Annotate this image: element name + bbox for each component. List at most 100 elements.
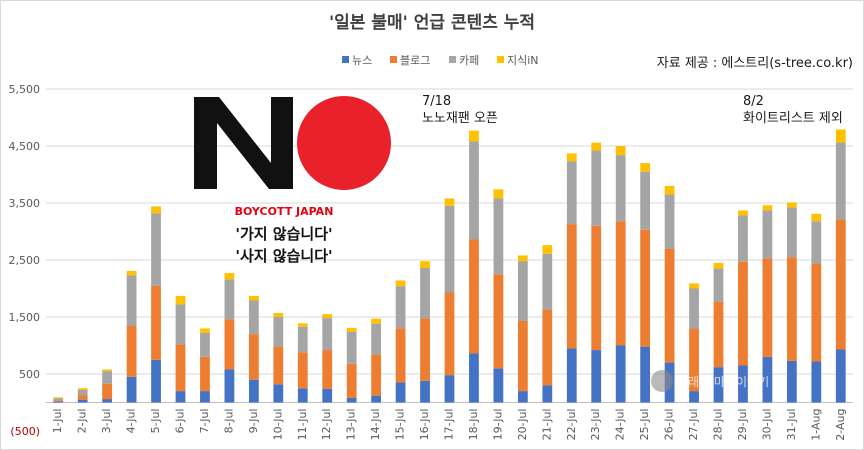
bar-segment: [493, 274, 504, 369]
bar-segment: [786, 257, 797, 361]
legend: 뉴스 블로그 카페 지식iN: [342, 54, 539, 67]
bar-segment: [469, 353, 479, 403]
y-tick-label: 500: [19, 368, 40, 381]
bar-segment: [689, 328, 699, 392]
x-axis: 1-Jul 2-Jul 3-Jul 4-Jul 5-Jul 6-Jul 7-Jul 8-Jul…: [51, 408, 847, 440]
bar-segment: [493, 189, 504, 199]
bar-segment: [469, 239, 479, 354]
bar-segment: [346, 331, 357, 364]
bar-segment: [175, 344, 186, 392]
bar-segment: [591, 225, 602, 351]
bar-segment: [762, 210, 773, 259]
bar-series: [53, 129, 846, 403]
bar-segment: [126, 325, 137, 377]
x-tick-label: 20-Jul: [516, 409, 529, 441]
bar-segment: [713, 262, 724, 269]
no-boycott-logo: [194, 96, 391, 190]
bar-segment: [151, 359, 161, 403]
bar-segment: [297, 388, 308, 403]
bar-segment: [615, 146, 626, 156]
x-tick-label: 8-Jul: [222, 409, 235, 434]
bar-segment: [126, 275, 137, 326]
bar-segment: [200, 328, 210, 333]
bar-segment: [566, 161, 577, 225]
x-tick-label: 2-Jul: [76, 409, 89, 434]
bar-segment: [835, 142, 846, 220]
bar-segment: [224, 319, 235, 370]
bar-segment: [420, 380, 430, 403]
bar-segment: [640, 171, 651, 230]
bar-segment: [591, 150, 602, 226]
bar-segment: [762, 356, 773, 403]
x-tick-label: 4-Jul: [125, 409, 138, 434]
bar-segment: [640, 229, 651, 347]
bar-segment: [395, 286, 406, 329]
bar-segment: [420, 261, 430, 268]
bar-segment: [664, 194, 675, 249]
legend-swatch: [449, 56, 456, 63]
y-axis: (500) 500 1,500 2,500 3,500 4,500 5,500: [9, 83, 41, 438]
bar-segment: [200, 332, 210, 357]
y-tick-label: 2,500: [9, 254, 41, 267]
bar-segment: [102, 383, 113, 400]
x-tick-label: 28-Jul: [712, 409, 725, 441]
bar-segment: [444, 375, 455, 403]
bar-segment: [371, 323, 382, 355]
bar-segment: [835, 349, 846, 403]
x-tick-label: 15-Jul: [394, 409, 407, 441]
legend-label: 지식iN: [507, 54, 539, 67]
bar-segment: [615, 345, 626, 403]
bar-segment: [248, 295, 259, 301]
bar-segment: [738, 210, 748, 216]
slogan-line-2: '사지 않습니다': [235, 247, 332, 265]
bar-segment: [297, 326, 308, 353]
bar-segment: [762, 258, 773, 357]
x-tick-label: 6-Jul: [174, 409, 187, 434]
bar-segment: [102, 399, 113, 403]
x-tick-label: 9-Jul: [247, 409, 260, 434]
bar-segment: [371, 395, 382, 403]
bar-segment: [53, 401, 64, 403]
x-tick-label: 5-Jul: [149, 409, 162, 434]
y-tick-label: 1,500: [9, 311, 41, 324]
bar-segment: [126, 270, 137, 276]
bar-segment: [664, 185, 675, 195]
bar-segment: [77, 389, 88, 396]
x-tick-label: 19-Jul: [491, 408, 504, 440]
bar-segment: [689, 391, 699, 403]
bar-segment: [346, 363, 357, 398]
bar-segment: [200, 391, 210, 403]
bar-segment: [786, 202, 797, 208]
bar-segment: [126, 376, 137, 403]
bar-segment: [200, 356, 210, 392]
y-tick-label: 4,500: [9, 140, 41, 153]
annotation-nonojapan-open: 노노재팬 오픈: [422, 111, 498, 126]
x-tick-label: 17-Jul: [443, 409, 456, 441]
legend-swatch: [342, 56, 349, 63]
bar-segment: [322, 350, 333, 389]
legend-label: 블로그: [400, 54, 430, 67]
bar-segment: [224, 369, 235, 403]
bar-segment: [738, 261, 748, 366]
bar-segment: [77, 388, 88, 390]
x-tick-label: 11-Jul: [296, 409, 309, 441]
bar-segment: [248, 334, 259, 380]
x-tick-label: 1-Aug: [809, 409, 822, 441]
x-tick-label: 23-Jul: [589, 409, 602, 441]
bar-segment: [371, 318, 382, 324]
bar-segment: [542, 385, 553, 403]
watermark-text: 신래의 마곡이야기: [677, 375, 769, 389]
bar-segment: [273, 317, 284, 347]
x-tick-label: 31-Jul: [785, 409, 798, 441]
x-tick-label: 29-Jul: [736, 409, 749, 441]
x-tick-label: 13-Jul: [345, 409, 358, 441]
x-tick-label: 2-Aug: [834, 409, 847, 441]
bar-segment: [786, 207, 797, 258]
x-tick-label: 30-Jul: [760, 409, 773, 441]
bar-segment: [811, 221, 822, 264]
bar-segment: [738, 365, 748, 403]
bar-segment: [420, 318, 430, 381]
bar-segment: [689, 283, 699, 289]
bar-segment: [175, 295, 186, 305]
